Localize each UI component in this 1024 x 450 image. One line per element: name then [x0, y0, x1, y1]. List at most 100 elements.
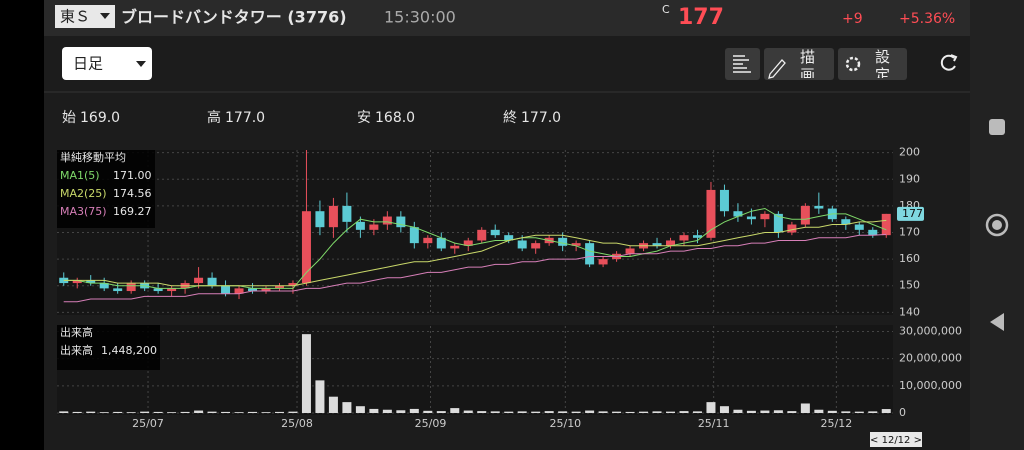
volume-bar	[261, 412, 271, 413]
volume-bar	[328, 396, 338, 413]
ohlc-label: 安	[357, 110, 371, 126]
change: +9	[842, 11, 863, 27]
volume-bar	[598, 411, 608, 413]
date-chip[interactable]	[870, 432, 922, 447]
ohlc-value: 168.0	[375, 110, 415, 126]
candle-body	[99, 283, 109, 289]
volume-bar	[207, 411, 217, 413]
volume-bar	[315, 380, 325, 413]
nav-home[interactable]	[985, 213, 1009, 237]
legend-name: MA2(25)	[60, 187, 107, 200]
x-tick-label: 25/12	[821, 417, 853, 430]
period-select[interactable]	[62, 47, 152, 80]
candle-body	[328, 205, 338, 228]
x-tick-label: 25/10	[549, 417, 581, 430]
candle-body	[167, 288, 177, 292]
volume-bar	[558, 411, 568, 413]
candle-body	[746, 216, 756, 220]
candle-body	[692, 235, 702, 238]
period: 日足	[73, 55, 103, 73]
nav-back[interactable]	[990, 313, 1004, 331]
candle-body	[153, 288, 163, 292]
draw-label: 描画	[800, 48, 816, 78]
ohlc-value: 177.0	[521, 110, 561, 126]
volume-bar	[248, 411, 258, 413]
refresh-icon[interactable]	[940, 54, 956, 71]
volume-bar	[301, 334, 311, 413]
candle-body	[207, 277, 217, 286]
candle-body	[854, 224, 864, 230]
volume-bar	[369, 408, 379, 413]
refresh-arrow	[950, 54, 958, 62]
candle-body	[288, 283, 298, 286]
candle-body	[477, 229, 487, 241]
candle-body	[436, 237, 446, 249]
price-tag-text: 177	[902, 207, 923, 220]
y-tick-label: 150	[899, 279, 920, 292]
pencil-icon	[768, 59, 786, 79]
market: 東Ｓ	[60, 8, 90, 26]
market-select[interactable]	[55, 5, 115, 28]
ma-line	[63, 233, 887, 303]
ma-line	[63, 219, 887, 287]
candle-body	[315, 211, 325, 228]
candle-body	[221, 285, 231, 294]
legend-title: 出来高	[60, 325, 93, 339]
candle-body	[679, 235, 689, 241]
legend-name: 出来高	[60, 343, 93, 357]
candle-body	[72, 280, 82, 284]
volume-bar	[72, 411, 82, 413]
x-tick-label: 25/11	[698, 417, 730, 430]
date-chip-text: < 12/12 >	[870, 435, 922, 446]
candle-body	[558, 237, 568, 246]
volume-bar	[126, 412, 136, 413]
volume-bar	[760, 410, 770, 413]
volume-bar	[746, 410, 756, 413]
ohlc-value: 169.0	[80, 110, 120, 126]
volume-bar	[450, 408, 460, 413]
candle-body	[706, 189, 716, 238]
price-tag	[897, 206, 924, 221]
candle-body	[841, 219, 851, 225]
volume-bar	[639, 411, 649, 413]
legend-name: MA3(75)	[60, 205, 107, 218]
volume-bar	[86, 411, 96, 413]
volume-bar	[571, 411, 581, 413]
price: 177	[678, 5, 724, 30]
candle-body	[666, 240, 676, 246]
volume-bar	[719, 406, 729, 413]
candle-body	[86, 280, 96, 284]
candle-body	[598, 259, 608, 265]
volume-bar	[841, 411, 851, 413]
volume-bar	[113, 411, 123, 413]
volume-bar	[140, 411, 150, 413]
candle-body	[194, 277, 204, 284]
draw-button[interactable]	[764, 48, 834, 80]
change-pct: +5.36%	[899, 11, 955, 27]
y-tick-label: 200	[899, 146, 920, 159]
candle-body	[517, 240, 527, 249]
gear-icon	[845, 56, 861, 72]
volume-bar	[153, 411, 163, 413]
volume-plot	[57, 325, 893, 415]
nav-home-dot	[992, 220, 1002, 230]
ohlc-value: 177.0	[225, 110, 265, 126]
volume-bar	[733, 409, 743, 413]
legend-title: 単純移動平均	[60, 150, 126, 164]
candle-body	[396, 216, 406, 228]
candle-body	[504, 235, 514, 241]
candle-body	[625, 248, 635, 254]
nav-recent[interactable]	[989, 119, 1005, 135]
x-tick-label: 25/09	[415, 417, 447, 430]
volume-bar	[585, 410, 595, 413]
settings-button[interactable]	[838, 48, 907, 80]
ohlc-label: 終	[503, 110, 517, 126]
legend-value: 171.00	[113, 169, 152, 182]
list-icon	[733, 55, 751, 73]
legend-box	[57, 325, 160, 370]
y-tick-label: 0	[899, 406, 906, 419]
x-tick-label: 25/07	[132, 417, 164, 430]
volume-bar	[477, 411, 487, 413]
volume-bar	[517, 411, 527, 413]
